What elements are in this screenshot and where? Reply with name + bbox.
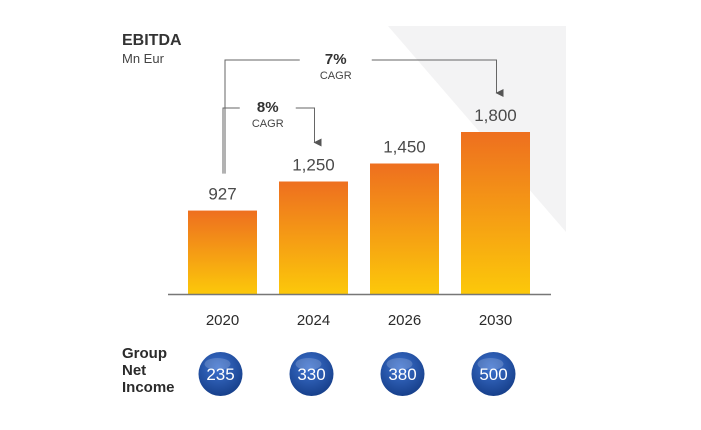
net-income-circle-highlight (204, 358, 231, 370)
chart-subtitle: Mn Eur (122, 51, 164, 66)
value-label-2026: 1,450 (383, 138, 426, 157)
cagr-connector-left-2020-2024 (222, 107, 240, 174)
value-label-2020: 927 (208, 185, 236, 204)
cagr-arrow-2020-2024 (295, 107, 322, 147)
value-label-2030: 1,800 (474, 106, 517, 125)
gni-label-line-1: Group (122, 345, 167, 362)
cagr-label-2020-2024: CAGR (252, 118, 284, 130)
net-income-circle-2030 (471, 352, 516, 396)
x-tick-label-2026: 2026 (388, 312, 421, 329)
net-income-circle-highlight (386, 358, 413, 370)
bar-2020 (188, 210, 257, 294)
gni-label-line-3: Income (122, 379, 175, 396)
net-income-circle-2024 (289, 352, 334, 396)
net-income-value-2024: 330 (297, 365, 325, 384)
cagr-arrow-2020-2030 (371, 59, 504, 97)
chart-title: EBITDA (122, 32, 182, 49)
bar-2024 (279, 181, 348, 294)
gni-label-line-2: Net (122, 362, 147, 379)
net-income-circle-2020 (198, 352, 243, 396)
net-income-circle-highlight (477, 358, 504, 370)
net-income-value-2020: 235 (206, 365, 234, 384)
cagr-connector-left-2020-2030 (224, 59, 300, 174)
net-income-value-2030: 500 (479, 365, 507, 384)
value-label-2024: 1,250 (292, 156, 335, 175)
cagr-rate-2020-2024: 8% (257, 99, 279, 116)
group-net-income-label: Group Net Income (122, 345, 202, 396)
net-income-circle-2026 (380, 352, 425, 396)
cagr-rate-2020-2030: 7% (325, 51, 347, 68)
cagr-label-2020-2030: CAGR (320, 70, 352, 82)
net-income-circle-highlight (295, 358, 322, 370)
bar-2030 (461, 132, 530, 294)
bar-2026 (370, 163, 439, 294)
x-tick-label-2020: 2020 (206, 312, 239, 329)
x-tick-label-2024: 2024 (297, 312, 330, 329)
net-income-value-2026: 380 (388, 365, 416, 384)
x-tick-label-2030: 2030 (479, 312, 512, 329)
